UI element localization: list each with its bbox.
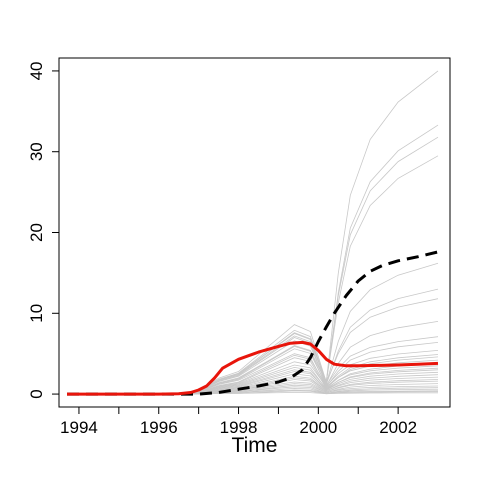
individual-series-line [67,262,439,395]
y-tick-label: 20 [27,223,46,242]
x-axis-label: Time [232,434,278,457]
summary-series-lines [67,250,439,396]
dashed-series-line [67,250,439,396]
x-tick-label: 1994 [60,418,98,437]
y-tick-label: 0 [27,389,46,398]
individual-series-line [67,353,439,395]
individual-series-line [67,70,439,395]
y-tick-label: 10 [27,304,46,323]
y-tick-label: 30 [27,142,46,161]
y-tick-label: 40 [27,61,46,80]
highlight-series-line [67,340,439,396]
x-tick-label: 2002 [379,418,417,437]
y-axis: 0 10 20 30 40 [27,61,59,399]
individual-series-line [67,155,439,395]
x-axis: 1994 1996 1998 2000 2002 [60,407,417,437]
x-tick-label: 1998 [220,418,258,437]
x-tick-label: 1996 [140,418,178,437]
x-tick-label: 2000 [299,418,337,437]
individual-series-lines [67,70,439,395]
